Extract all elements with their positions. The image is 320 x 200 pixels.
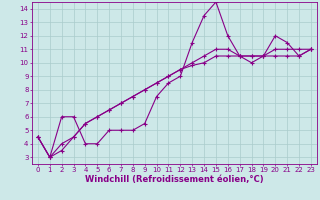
X-axis label: Windchill (Refroidissement éolien,°C): Windchill (Refroidissement éolien,°C) — [85, 175, 264, 184]
